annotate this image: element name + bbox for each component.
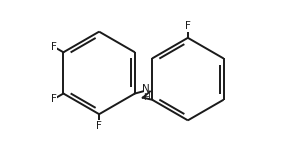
Text: F: F: [185, 21, 191, 31]
Text: N: N: [142, 84, 150, 94]
Text: H: H: [143, 93, 150, 102]
Text: F: F: [96, 121, 102, 131]
Text: F: F: [51, 94, 57, 104]
Text: F: F: [51, 42, 57, 52]
